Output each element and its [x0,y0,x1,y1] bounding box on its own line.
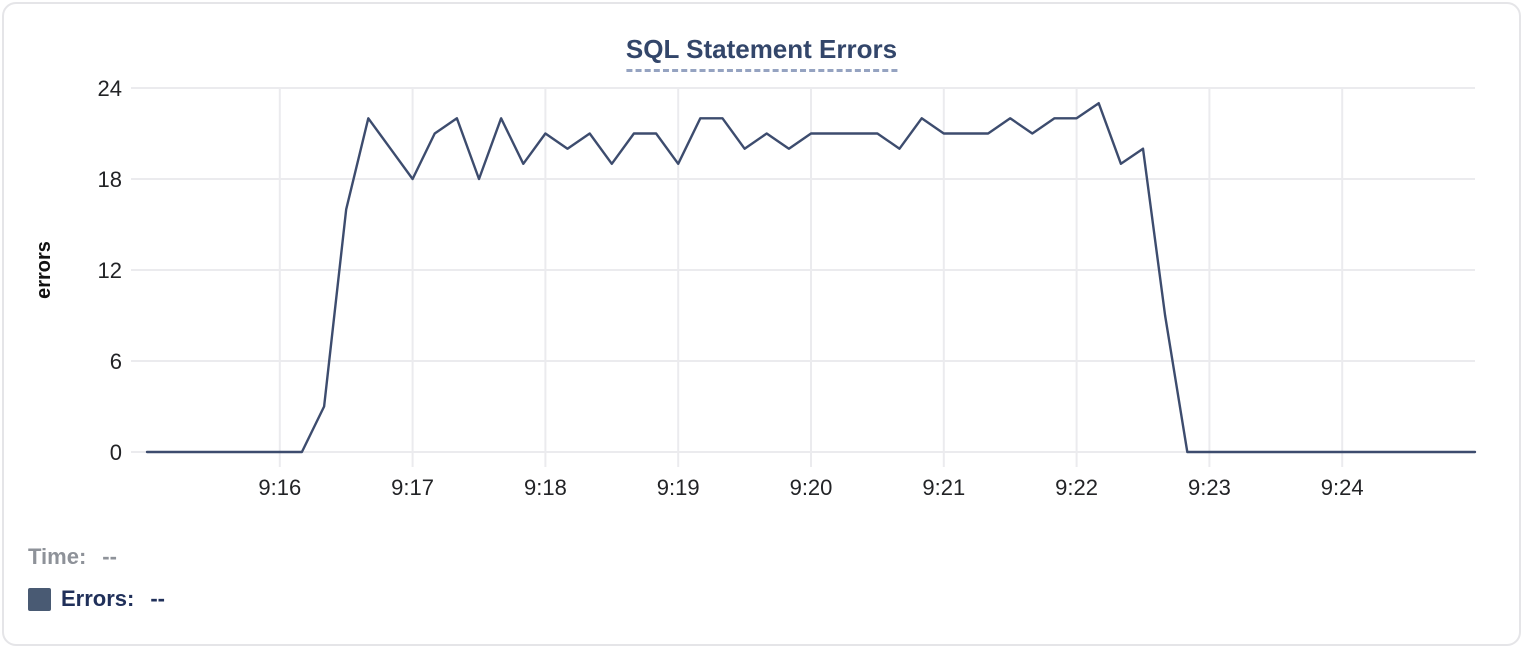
errors-line-chart: 0 6 12 18 24 9:16 9:17 9:18 9:19 9:20 9:21 9:22 9:23… [33,76,1477,500]
x-tick-label: 9:22 [1055,475,1098,500]
legend-time-row: Time: -- [28,544,117,570]
x-tick-label: 9:24 [1321,475,1364,500]
errors-series-swatch [28,587,51,611]
y-tick-label: 0 [110,440,122,465]
x-tick-label: 9:18 [524,475,567,500]
y-axis-label: errors [33,241,55,299]
chart-title-link[interactable]: SQL Statement Errors [625,34,898,72]
x-tick-label: 9:21 [922,475,965,500]
y-tick-label: 6 [110,349,122,374]
y-tick-label: 18 [98,167,122,192]
legend-time-value: -- [102,544,117,569]
legend-errors-value: -- [150,586,166,611]
y-tick-label: 24 [98,76,122,101]
x-tick-label: 9:23 [1188,475,1231,500]
errors-series-line [145,101,1477,454]
x-tick-label: 9:16 [258,475,301,500]
legend-errors-label: Errors: [61,586,135,611]
x-tick-label: 9:17 [391,475,434,500]
x-tick-label: 9:19 [657,475,700,500]
y-tick-label: 12 [98,258,122,283]
x-tick-label: 9:20 [790,475,833,500]
legend-time-label: Time: [28,544,87,569]
legend-errors-row[interactable]: Errors: -- [28,586,165,612]
